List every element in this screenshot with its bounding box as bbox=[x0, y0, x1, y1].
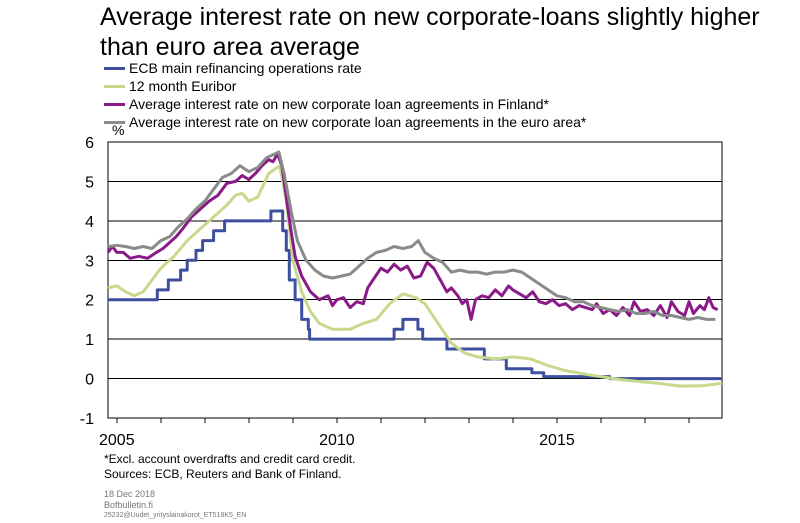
legend-swatch-euro-area-rate bbox=[104, 120, 125, 124]
y-unit-label: % bbox=[112, 122, 125, 138]
y-tick-label-1: 1 bbox=[85, 332, 94, 349]
y-tick-label-6: 6 bbox=[85, 135, 94, 152]
x-tick-label-2010: 2010 bbox=[319, 432, 355, 449]
y-tick-label--1: -1 bbox=[80, 411, 94, 428]
legend-swatch-ecb-rate bbox=[104, 66, 125, 70]
footnote: *Excl. account overdrafts and credit car… bbox=[104, 452, 356, 466]
legend-item-euro-area-rate: Average interest rate on new corporate l… bbox=[104, 113, 586, 131]
series-line-finland-rate bbox=[106, 152, 719, 321]
legend: ECB main refinancing operations rate 12 … bbox=[104, 59, 586, 131]
plot-frame bbox=[107, 141, 723, 419]
x-tick-label-2005: 2005 bbox=[99, 432, 135, 449]
sources-note: Sources: ECB, Reuters and Bank of Finlan… bbox=[104, 467, 342, 481]
site-name: Bofbulletin.fi bbox=[104, 500, 154, 510]
series-line-ecb-rate bbox=[108, 209, 722, 381]
legend-label-euribor: 12 month Euribor bbox=[129, 78, 237, 94]
legend-item-ecb-rate: ECB main refinancing operations rate bbox=[104, 59, 586, 77]
legend-item-finland-rate: Average interest rate on new corporate l… bbox=[104, 95, 586, 113]
y-tick-label-2: 2 bbox=[85, 293, 94, 310]
legend-swatch-euribor bbox=[104, 84, 125, 88]
x-tick-label-2015: 2015 bbox=[539, 432, 575, 449]
legend-item-euribor: 12 month Euribor bbox=[104, 77, 586, 95]
legend-label-finland-rate: Average interest rate on new corporate l… bbox=[129, 96, 549, 112]
chart-code: 25232@Uudet_yrityslainakorot_ET518K5_EN bbox=[104, 512, 247, 519]
y-tick-label-4: 4 bbox=[85, 214, 94, 231]
publish-date: 18 Dec 2018 bbox=[104, 489, 156, 499]
series-line-euro-area-rate bbox=[107, 150, 716, 321]
y-tick-label-3: 3 bbox=[85, 253, 94, 270]
legend-label-euro-area-rate: Average interest rate on new corporate l… bbox=[129, 114, 587, 130]
chart-title: Average interest rate on new corporate-l… bbox=[100, 3, 760, 61]
legend-label-ecb-rate: ECB main refinancing operations rate bbox=[129, 60, 362, 76]
y-tick-label-0: 0 bbox=[85, 372, 94, 389]
y-tick-label-5: 5 bbox=[85, 174, 94, 191]
series-line-euribor bbox=[107, 164, 723, 388]
legend-swatch-finland-rate bbox=[104, 102, 125, 106]
